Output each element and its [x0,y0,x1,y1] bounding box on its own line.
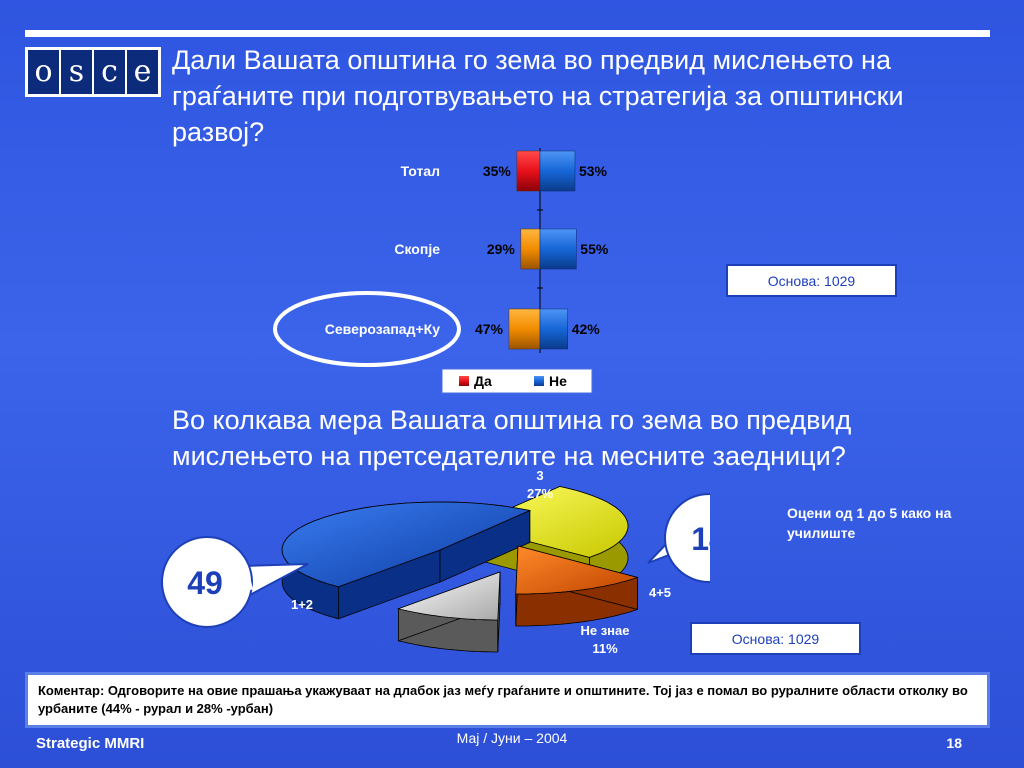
legend-label-yes: Да [474,373,492,389]
footer-date: Мај / Јуни – 2004 [456,730,568,746]
callout-bubble: 14 [647,493,710,583]
callout-value: 49 [187,565,223,601]
pie-slice-label: 3 [536,470,543,483]
highlight-ellipse [273,291,461,367]
pie-slice-label: 1+2 [291,597,313,612]
logo-letter: c [94,50,125,94]
category-label: Скопје [394,241,440,257]
scale-note-text: Оцени од 1 до 5 како на училиште [787,505,952,541]
category-label: Тотал [401,163,440,179]
data-label-no: 42% [572,321,601,337]
comment-box: Коментар: Одговорите на овие прашања ука… [25,672,990,728]
bar-yes [508,308,541,350]
top-rule [25,30,990,37]
footer-brand: Strategic MMRI [36,735,145,752]
bar-chart: Тотал 35% 53% Скопје 29% 55% Северозапад+Ку 47%… [273,148,609,394]
data-label-yes: 35% [483,163,512,179]
sample-basis-1: Основа: 1029 [726,264,897,297]
data-label-no: 53% [579,163,608,179]
data-label-no: 55% [580,241,609,257]
callout-bubble: 49 [161,536,309,628]
pie-slice [468,486,629,558]
pie-slice [515,545,639,595]
scale-note: Оцени од 1 до 5 како на училиште [787,503,957,543]
pie-slice-label: Не знае [580,623,629,638]
bar-no [539,308,568,350]
data-label-yes: 29% [487,241,516,257]
bar-yes [516,150,541,192]
pie-slice-label: 4+5 [649,585,671,600]
pie-slice [397,571,501,621]
callout-value: 14 [691,521,710,557]
page-number: 18 [946,735,962,751]
bar-yes [520,228,541,270]
pie-value-label: 27% [527,486,553,501]
logo-letter: o [28,50,59,94]
logo-letter: e [127,50,158,94]
pie-chart: 1+2 3 27% 4+5 Не знае 11% 49 14 [161,470,710,656]
bar-legend: Да Не [441,368,593,394]
question-2-title: Во колкава мера Вашата општина го зема в… [172,405,852,471]
data-label-yes: 47% [475,321,504,337]
category-label: Северозапад+Ку [325,321,440,337]
osce-logo: o s c e [25,47,161,97]
bar-no [539,150,576,192]
pie-value-label: 11% [592,641,618,656]
logo-letter: s [61,50,92,94]
bar-no [539,228,577,270]
question-1-title: Дали Вашата општина го зема во предвид м… [172,45,904,147]
sample-basis-2: Основа: 1029 [690,622,861,655]
legend-label-no: Не [549,373,567,389]
